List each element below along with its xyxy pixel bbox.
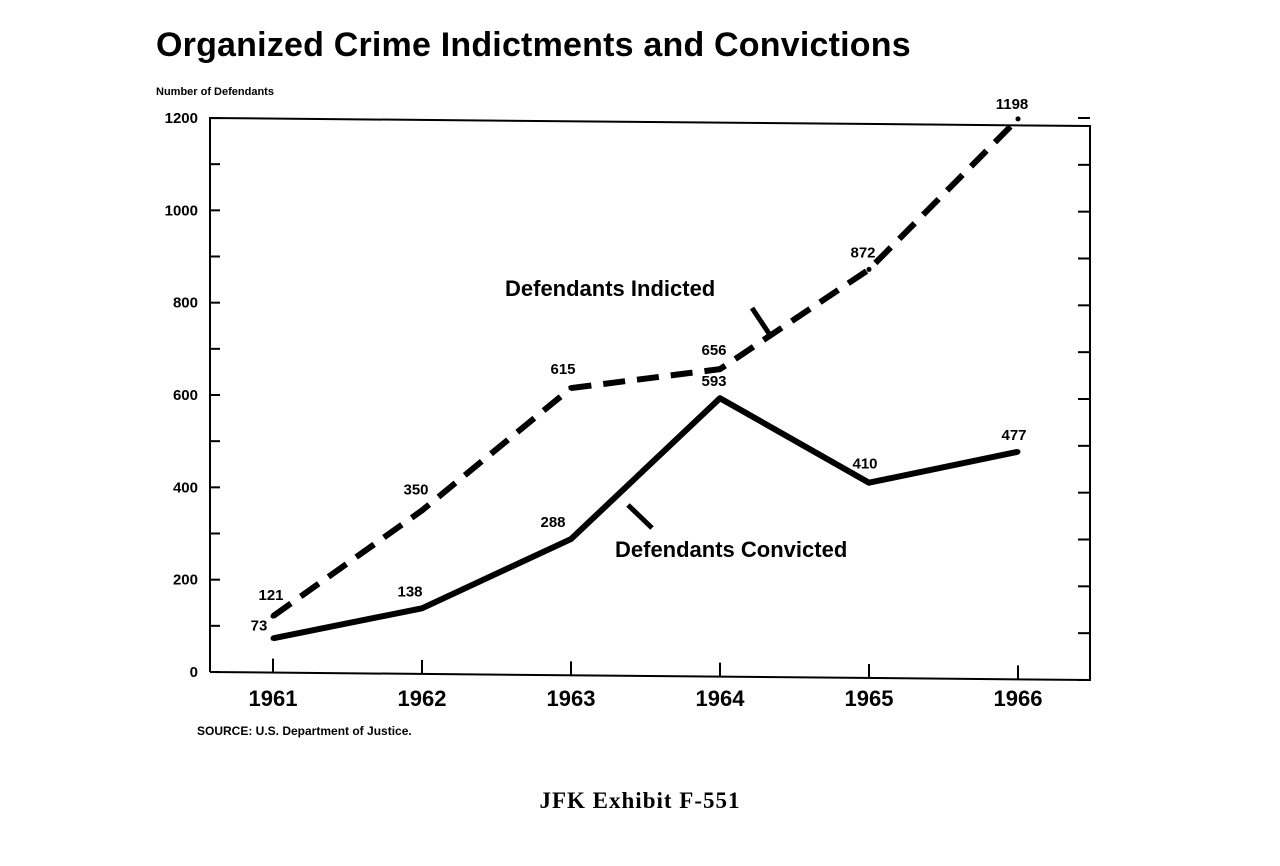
indicted-series-line bbox=[271, 116, 1021, 619]
convicted-value-label-1961: 73 bbox=[251, 617, 268, 634]
convicted-series-label: Defendants Convicted bbox=[615, 537, 847, 562]
convicted-value-label-1965: 410 bbox=[852, 456, 877, 473]
indicted-value-label-1963: 615 bbox=[550, 361, 575, 378]
indicted-value-label-1964: 656 bbox=[701, 342, 726, 359]
x-tick-label: 1962 bbox=[398, 686, 447, 711]
convicted-point-1964 bbox=[717, 395, 723, 401]
series-lines bbox=[271, 116, 1021, 642]
x-tick-label: 1966 bbox=[994, 686, 1043, 711]
indicted-point-1966 bbox=[1015, 116, 1021, 122]
convicted-value-label-1964: 593 bbox=[701, 373, 726, 390]
indicted-value-label-1961: 121 bbox=[258, 587, 283, 604]
convicted-value-label-1963: 288 bbox=[540, 514, 565, 531]
plot-frame bbox=[209, 116, 1091, 682]
x-axis: 1961 1962 1963 1964 1965 1966 bbox=[249, 658, 1043, 711]
convicted-point-1965 bbox=[866, 480, 872, 486]
y-tick-label: 400 bbox=[173, 479, 198, 496]
chart-title: Organized Crime Indictments and Convicti… bbox=[156, 26, 911, 64]
convicted-value-label-1962: 138 bbox=[397, 583, 422, 600]
x-tick-label: 1964 bbox=[696, 686, 746, 711]
x-tick-label: 1963 bbox=[547, 686, 596, 711]
y-axis-label: Number of Defendants bbox=[156, 86, 274, 98]
convicted-point-1963 bbox=[568, 536, 574, 542]
convicted-point-1962 bbox=[419, 605, 425, 611]
plot-border bbox=[209, 116, 1091, 682]
data-points bbox=[270, 116, 1021, 641]
y-tick-label: 800 bbox=[173, 295, 198, 312]
indicted-value-label-1962: 350 bbox=[403, 481, 428, 498]
convicted-point-1961 bbox=[270, 635, 276, 641]
exhibit-label: JFK Exhibit F-551 bbox=[539, 788, 741, 813]
indicted-point-1962 bbox=[419, 507, 425, 513]
indicted-series-label: Defendants Indicted bbox=[505, 276, 715, 301]
x-tick-label: 1961 bbox=[249, 686, 298, 711]
convicted-value-label-1966: 477 bbox=[1001, 427, 1026, 444]
convicted-series-line bbox=[272, 395, 1019, 642]
y-tick-label: 1000 bbox=[165, 202, 198, 219]
indicted-label-pointer bbox=[749, 306, 773, 337]
indicted-value-label-1965: 872 bbox=[850, 244, 875, 261]
data-labels: 121 350 615 656 872 1198 73 138 288 593 410 477 bbox=[251, 96, 1029, 634]
indicted-point-1964 bbox=[717, 366, 723, 372]
y-tick-label: 200 bbox=[173, 572, 198, 589]
indicted-point-1961 bbox=[270, 613, 276, 619]
x-tick-label: 1965 bbox=[845, 686, 894, 711]
indicted-point-1963 bbox=[568, 385, 574, 391]
y-tick-label: 1200 bbox=[165, 110, 198, 127]
indicted-point-1965 bbox=[866, 266, 872, 272]
source-note: SOURCE: U.S. Department of Justice. bbox=[197, 724, 412, 738]
y-axis: 0 200 400 600 800 1000 1200 bbox=[165, 110, 1090, 681]
y-tick-label: 0 bbox=[190, 664, 198, 681]
convicted-label-pointer bbox=[626, 503, 654, 530]
indicted-value-label-1966: 1198 bbox=[996, 96, 1029, 113]
series-labels: Defendants Indicted Defendants Convicted bbox=[505, 276, 847, 562]
convicted-point-1966 bbox=[1015, 449, 1021, 455]
y-tick-label: 600 bbox=[173, 387, 198, 404]
